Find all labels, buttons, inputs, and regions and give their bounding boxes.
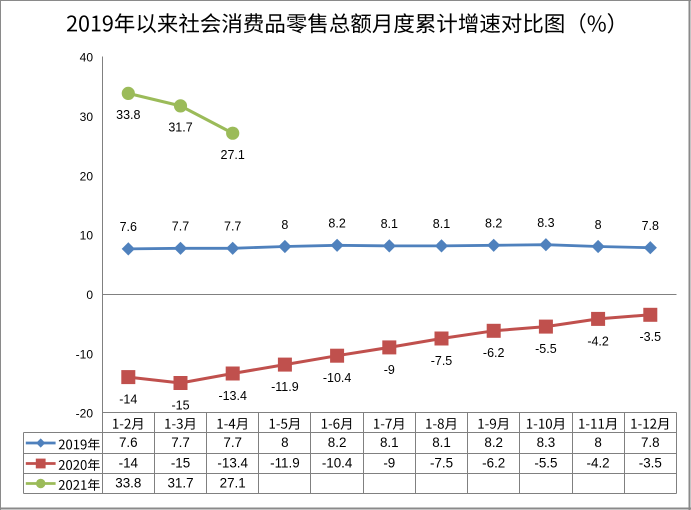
svg-text:31.7: 31.7 (168, 121, 192, 135)
svg-text:-11.9: -11.9 (271, 380, 299, 394)
svg-text:7.8: 7.8 (642, 219, 659, 233)
svg-text:8: 8 (281, 218, 288, 232)
svg-text:-10: -10 (76, 347, 94, 361)
svg-text:-3.5: -3.5 (640, 330, 662, 344)
svg-text:7.7: 7.7 (171, 435, 190, 450)
svg-text:7.6: 7.6 (120, 220, 137, 234)
svg-text:0: 0 (86, 288, 93, 302)
svg-text:8: 8 (594, 435, 601, 450)
svg-text:-7.5: -7.5 (431, 354, 453, 368)
svg-text:8.3: 8.3 (537, 435, 556, 450)
svg-text:7.7: 7.7 (223, 435, 242, 450)
svg-text:8.1: 8.1 (380, 435, 399, 450)
svg-text:30: 30 (80, 110, 94, 124)
svg-text:8: 8 (595, 218, 602, 232)
svg-text:7.7: 7.7 (172, 220, 189, 234)
svg-text:8.2: 8.2 (328, 217, 345, 231)
svg-text:27.1: 27.1 (221, 148, 245, 162)
svg-text:7.6: 7.6 (119, 435, 138, 450)
svg-text:27.1: 27.1 (220, 476, 246, 491)
svg-text:7.7: 7.7 (224, 220, 241, 234)
svg-text:-13.4: -13.4 (217, 456, 248, 471)
svg-text:-20: -20 (76, 407, 94, 421)
svg-text:-6.2: -6.2 (482, 456, 505, 471)
svg-text:-10.4: -10.4 (322, 456, 353, 471)
svg-text:-13.4: -13.4 (218, 389, 247, 403)
svg-text:10: 10 (80, 229, 94, 243)
svg-text:-6.2: -6.2 (483, 346, 505, 360)
svg-text:33.8: 33.8 (116, 108, 140, 122)
svg-text:-7.5: -7.5 (430, 456, 453, 471)
svg-text:20: 20 (80, 169, 94, 183)
svg-text:-5.5: -5.5 (534, 456, 557, 471)
svg-text:40: 40 (80, 51, 94, 65)
svg-text:8.3: 8.3 (537, 216, 554, 230)
svg-text:8.2: 8.2 (484, 435, 503, 450)
svg-text:8.1: 8.1 (433, 217, 450, 231)
svg-text:-4.2: -4.2 (587, 456, 610, 471)
svg-text:8.1: 8.1 (432, 435, 451, 450)
svg-text:-5.5: -5.5 (535, 342, 557, 356)
svg-text:7.8: 7.8 (641, 435, 660, 450)
svg-text:8.2: 8.2 (328, 435, 347, 450)
svg-text:-15: -15 (171, 456, 190, 471)
svg-text:-15: -15 (171, 398, 189, 412)
svg-text:-9: -9 (383, 456, 395, 471)
svg-text:-3.5: -3.5 (639, 456, 662, 471)
svg-text:-9: -9 (384, 363, 395, 377)
svg-text:8.2: 8.2 (485, 217, 502, 231)
svg-text:-10.4: -10.4 (323, 371, 352, 385)
svg-text:8: 8 (281, 435, 288, 450)
svg-text:-14: -14 (119, 456, 139, 471)
svg-text:-11.9: -11.9 (270, 456, 300, 471)
svg-text:-14: -14 (119, 393, 137, 407)
svg-text:31.7: 31.7 (167, 476, 193, 491)
svg-text:-4.2: -4.2 (587, 334, 609, 348)
svg-text:33.8: 33.8 (115, 476, 141, 491)
svg-text:8.1: 8.1 (381, 217, 398, 231)
